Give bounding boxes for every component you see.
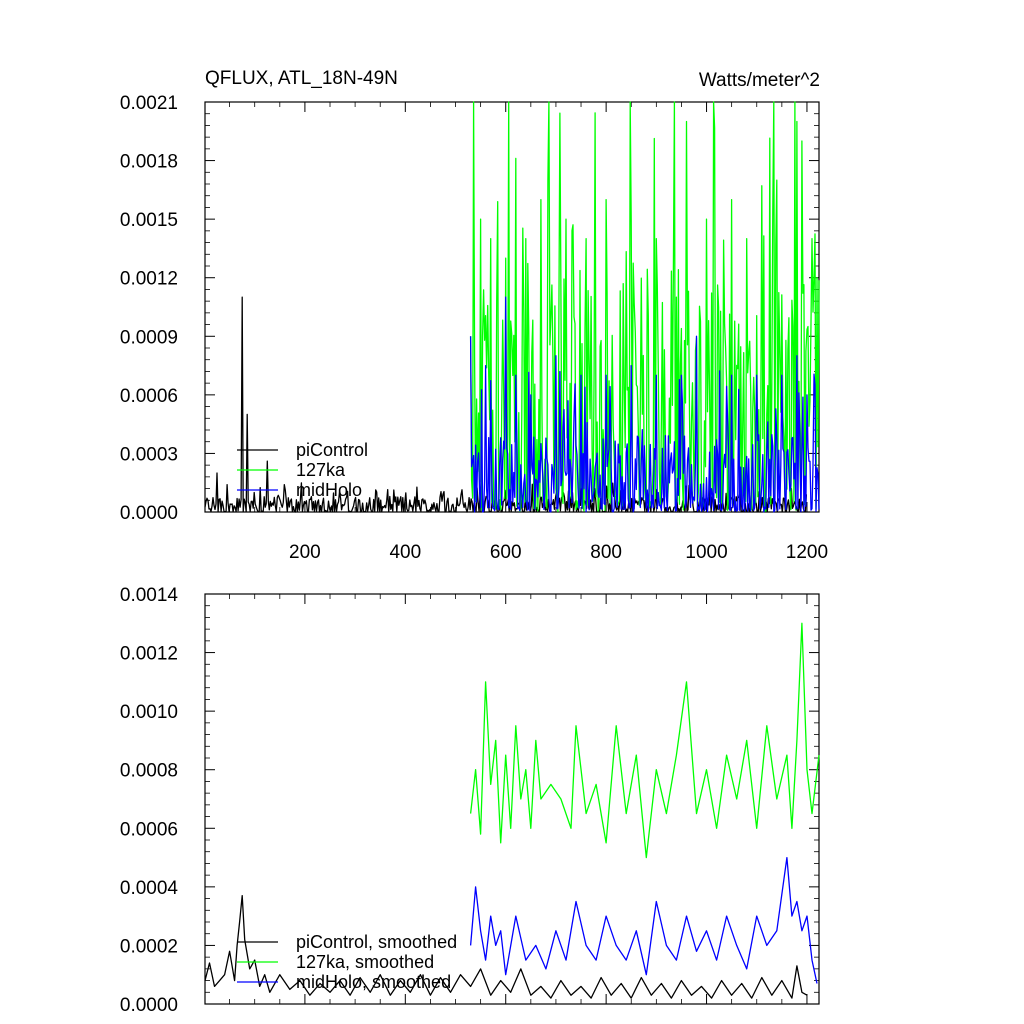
y-tick-label: 0.0003 [120, 444, 178, 465]
y-tick-label: 0.0021 [120, 93, 178, 114]
title-left: QFLUX, ATL_18N-49N [205, 68, 398, 89]
y-tick-label: 0.0000 [120, 503, 178, 524]
y-tick-label: 0.0009 [120, 327, 178, 348]
series-line-1 [469, 622, 820, 859]
x-tick-label: 1000 [685, 542, 727, 563]
legend-label-2: midHolo, smoothed [296, 972, 451, 992]
series-line-2 [469, 296, 820, 513]
y-tick-label: 0.0010 [120, 702, 178, 723]
y-tick-label: 0.0018 [120, 152, 178, 173]
y-tick-label: 0.0006 [120, 819, 178, 840]
x-tick-label: 200 [289, 542, 321, 563]
series-line-1 [469, 101, 820, 513]
bottom-plot-frame [204, 593, 820, 1005]
legend-label-2: midHolo [296, 480, 362, 500]
y-tick-label: 0.0012 [120, 644, 178, 665]
x-tick-label: 800 [590, 542, 622, 563]
legend-label-0: piControl [296, 440, 368, 460]
bottom-panel: 0.0000 0.0002 0.0004 0.0006 0.0008 0.0010 0.00… [120, 585, 820, 1016]
x-tick-label: 1200 [786, 542, 828, 563]
series-line-0 [204, 894, 808, 999]
title-right: Watts/meter^2 [699, 70, 820, 91]
x-tick-label: 400 [389, 542, 421, 563]
y-tick-label: 0.0002 [120, 936, 178, 957]
top-panel: QFLUX, ATL_18N-49N Watts/meter^2 0.0000 0… [120, 68, 828, 563]
x-tick-label: 600 [490, 542, 522, 563]
y-tick-label: 0.0014 [120, 585, 179, 606]
y-tick-label: 0.0000 [120, 995, 178, 1016]
y-tick-label: 0.0012 [120, 269, 178, 290]
y-tick-label: 0.0015 [120, 210, 178, 231]
legend-label-1: 127ka [296, 460, 346, 480]
y-tick-label: 0.0004 [120, 878, 179, 899]
y-tick-label: 0.0008 [120, 761, 178, 782]
legend-label-0: piControl, smoothed [296, 932, 457, 952]
y-tick-label: 0.0006 [120, 386, 178, 407]
series-line-2 [469, 856, 818, 984]
legend-label-1: 127ka, smoothed [296, 952, 434, 972]
